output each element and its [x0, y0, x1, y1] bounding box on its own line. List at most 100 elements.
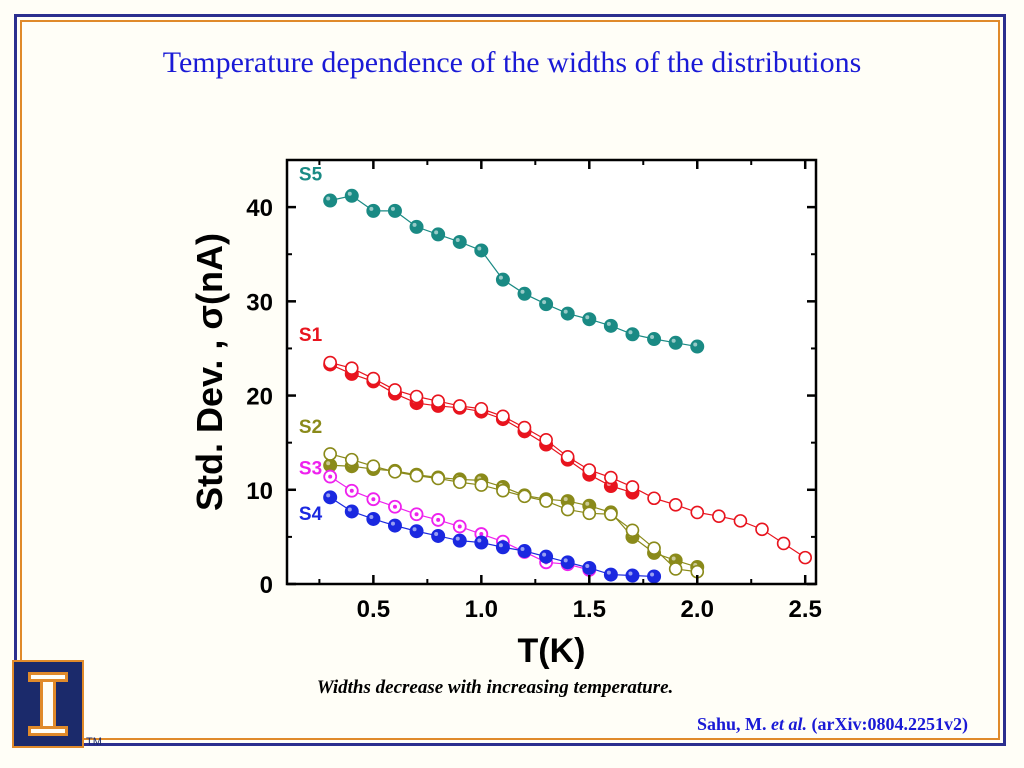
- data-point-s4-highlight: [369, 514, 374, 519]
- data-point-series-4: [388, 465, 402, 479]
- data-point-s5-highlight: [693, 342, 698, 347]
- data-point-s5-highlight: [520, 289, 525, 294]
- data-point-s5-highlight: [326, 196, 331, 201]
- data-point-s4: [431, 528, 446, 543]
- data-point-series-2: [668, 498, 683, 512]
- slide-title: Temperature dependence of the widths of …: [162, 46, 862, 79]
- data-point-s5-highlight: [369, 206, 374, 211]
- series-line-s4: [329, 496, 655, 578]
- data-point-s5: [539, 297, 554, 312]
- data-point-s5: [387, 203, 402, 218]
- data-point-s5: [668, 335, 683, 350]
- series-label-s2: S2: [299, 417, 322, 438]
- data-point-series-2: [582, 463, 597, 477]
- data-point-s5: [366, 203, 381, 218]
- data-point-s5: [582, 312, 597, 327]
- data-point-series-2: [474, 401, 489, 416]
- data-point-s4-highlight: [412, 527, 417, 532]
- data-point-series-4: [452, 475, 467, 490]
- data-point-s5: [409, 219, 424, 234]
- data-point-s4: [387, 518, 402, 533]
- data-point-series-2: [798, 550, 813, 565]
- data-point-series-2: [712, 509, 726, 523]
- data-point-s4-highlight: [520, 547, 525, 552]
- data-point-s4-highlight: [498, 543, 503, 548]
- data-point-s5-highlight: [434, 230, 439, 235]
- data-point-s5-highlight: [498, 275, 503, 280]
- data-point-s4: [603, 567, 618, 582]
- x-tick-label: 2.0: [681, 596, 714, 623]
- data-point-s4-highlight: [628, 571, 633, 576]
- series-label-s4: S4: [299, 504, 323, 525]
- data-point-s5-highlight: [671, 338, 676, 343]
- data-point-s4: [647, 569, 662, 584]
- series-label-s1: S1: [299, 325, 323, 346]
- data-point-s5: [690, 339, 705, 354]
- data-point-s4-highlight: [390, 521, 395, 526]
- trademark-label: TM: [86, 736, 102, 748]
- data-point-series-4: [323, 447, 337, 461]
- data-point-s5-highlight: [347, 191, 352, 196]
- university-logo: [12, 660, 84, 748]
- data-point-s5-highlight: [412, 222, 417, 227]
- data-point-series-2: [604, 470, 618, 485]
- data-point-series-2: [344, 361, 359, 376]
- data-point-series-2: [517, 420, 532, 435]
- data-point-s4-highlight: [650, 572, 655, 577]
- data-point-s4-highlight: [326, 493, 331, 498]
- data-point-series-4: [431, 471, 445, 486]
- std-dev-chart: S5 S1 S2 S3 S4 0.5 1.0 1.5 2.0 2.5 0 10 20 30 40 T(K) St…: [189, 158, 822, 670]
- data-point-s4-highlight: [563, 558, 568, 563]
- citation-etal: et al.: [771, 714, 808, 734]
- x-axis-title: T(K): [518, 632, 586, 670]
- data-point-s5-highlight: [628, 330, 633, 335]
- data-point-s2-highlight: [671, 556, 676, 561]
- data-point-series-4: [604, 507, 618, 522]
- citation: Sahu, M. et al. (arXiv:0804.2251v2): [697, 714, 968, 735]
- data-point-s5-highlight: [477, 246, 482, 251]
- data-point-s3-center: [371, 497, 376, 502]
- data-point-s2-highlight: [563, 497, 568, 502]
- data-point-s3-center: [414, 512, 419, 517]
- x-tick-label: 0.5: [357, 596, 390, 623]
- data-point-s3-center: [479, 532, 484, 537]
- data-point-s4-highlight: [455, 536, 460, 541]
- data-point-s5-highlight: [542, 300, 547, 305]
- data-point-s4-highlight: [585, 563, 590, 568]
- data-point-series-4: [582, 506, 597, 521]
- data-point-s4: [560, 555, 575, 570]
- data-point-s5-highlight: [455, 237, 460, 242]
- data-point-s4: [539, 549, 554, 564]
- data-point-s5-highlight: [390, 206, 395, 211]
- data-point-s4: [409, 524, 424, 539]
- data-point-s4: [452, 533, 467, 548]
- data-point-s4: [366, 511, 381, 526]
- data-point-s5: [474, 243, 489, 258]
- data-point-series-2: [776, 536, 791, 551]
- data-point-s4: [582, 560, 597, 575]
- data-point-series-2: [647, 491, 661, 506]
- data-point-series-2: [409, 389, 424, 404]
- y-tick-label: 20: [246, 384, 273, 411]
- data-point-s3-center: [436, 517, 441, 522]
- block-i-logo-icon: [28, 672, 68, 736]
- data-point-s4: [323, 490, 338, 505]
- data-point-s5: [647, 332, 662, 347]
- data-point-series-4: [668, 562, 683, 576]
- data-point-s5-highlight: [563, 309, 568, 314]
- series-label-s5: S5: [299, 165, 323, 186]
- slide-frame-inner: [20, 20, 1000, 740]
- data-point-series-2: [496, 409, 510, 424]
- data-point-series-4: [496, 483, 510, 498]
- data-point-series-2: [690, 505, 705, 520]
- data-point-s5: [431, 227, 446, 242]
- y-tick-label: 40: [246, 195, 273, 222]
- data-point-s5: [344, 188, 359, 203]
- data-point-series-4: [366, 459, 381, 474]
- data-point-series-2: [755, 522, 769, 537]
- data-point-series-4: [474, 478, 489, 492]
- slide-caption: Widths decrease with increasing temperat…: [316, 677, 674, 698]
- x-tick-label: 1.5: [573, 596, 606, 623]
- data-point-series-4: [344, 452, 359, 467]
- data-point-s5: [452, 234, 467, 249]
